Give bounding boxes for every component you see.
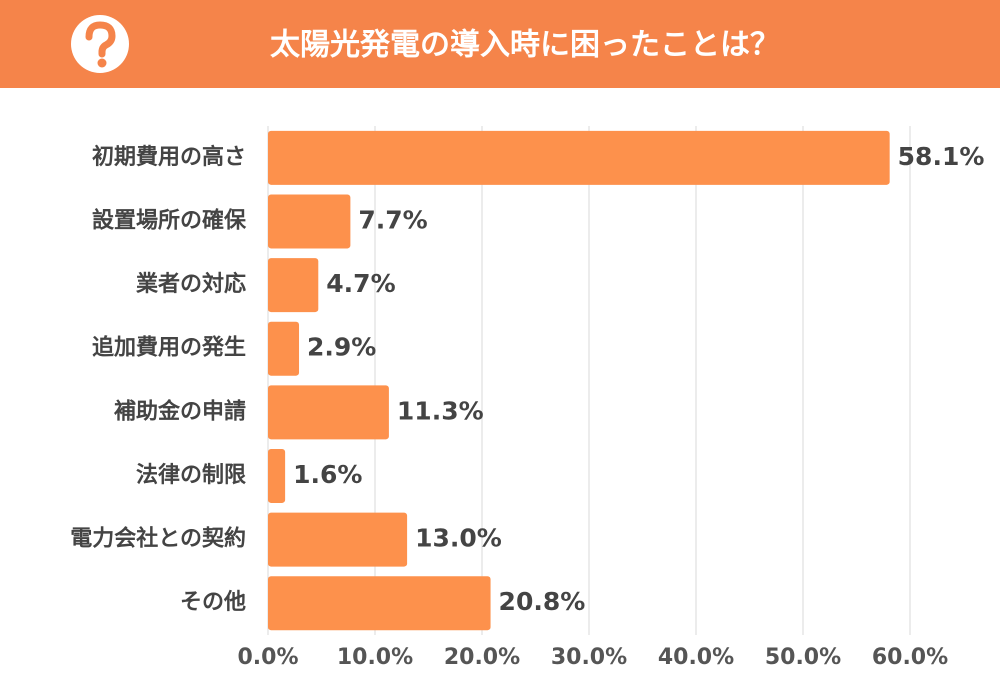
bar: [268, 321, 300, 376]
value-label: 1.6%: [293, 460, 362, 489]
value-label: 13.0%: [415, 524, 502, 553]
value-label: 11.3%: [397, 396, 484, 425]
x-tick-label: 20.0%: [444, 645, 520, 670]
category-label: その他: [180, 590, 246, 615]
x-tick-label: 50.0%: [765, 645, 841, 670]
category-label: 設置場所の確保: [92, 207, 247, 233]
value-label: 20.8%: [499, 587, 586, 616]
x-tick-label: 40.0%: [658, 645, 734, 670]
category-label: 補助金の申請: [113, 398, 246, 424]
x-tick-label: 10.0%: [337, 645, 413, 670]
category-label: 法律の制限: [136, 462, 246, 488]
value-label: 58.1%: [898, 142, 985, 171]
value-label: 2.9%: [307, 333, 376, 362]
x-tick-label: 0.0%: [237, 645, 298, 670]
category-label: 初期費用の高さ: [92, 144, 246, 170]
category-label: 業者の対応: [136, 271, 246, 297]
category-label: 電力会社との契約: [70, 526, 246, 552]
x-tick-label: 60.0%: [872, 645, 948, 670]
bar: [268, 194, 351, 249]
chart-title: 太陽光発電の導入時に困ったことは？: [270, 28, 780, 63]
bar: [268, 576, 491, 631]
x-tick-label: 30.0%: [551, 645, 627, 670]
bar: [268, 448, 286, 503]
bar: [268, 130, 890, 185]
value-label: 4.7%: [326, 269, 395, 298]
category-label: 追加費用の発生: [92, 335, 246, 361]
header-bar: [0, 0, 1000, 88]
bar: [268, 385, 389, 440]
bar: [268, 258, 319, 313]
bar: [268, 512, 408, 567]
value-label: 7.7%: [358, 205, 427, 234]
question-icon: [71, 15, 129, 73]
